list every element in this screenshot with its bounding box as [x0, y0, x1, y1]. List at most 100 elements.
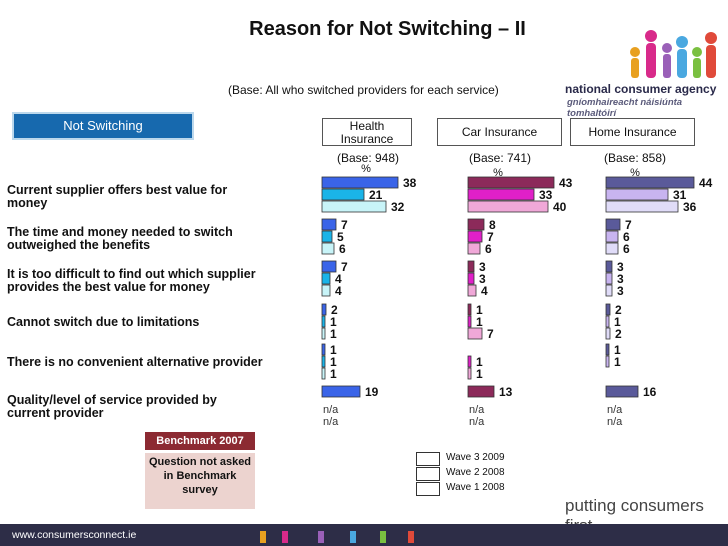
bar-value-label: 3 [479, 260, 486, 274]
bar [605, 315, 610, 328]
service-header-home: Home Insurance [570, 118, 695, 146]
bar-value-label: 1 [330, 315, 337, 329]
reason-label-6: Quality/level of service provided by cur… [7, 393, 217, 420]
bar-value-label: 13 [499, 385, 513, 399]
bar [605, 355, 610, 368]
bar [467, 355, 472, 368]
base-car: (Base: 741) [468, 151, 532, 165]
bar-value-label: 1 [476, 355, 483, 369]
bar [321, 188, 365, 201]
unit-car: % [493, 167, 503, 179]
bar-value-label: 6 [485, 242, 492, 256]
bar [467, 272, 475, 285]
bar-value-label: 8 [489, 218, 496, 232]
bar [321, 385, 361, 398]
logo-name: national consumer agency [565, 82, 717, 96]
tab-not-switching[interactable]: Not Switching [12, 112, 194, 140]
bar [321, 200, 387, 213]
bar [321, 343, 326, 356]
na-label: n/a [607, 416, 623, 428]
bar-value-label: 7 [487, 327, 494, 341]
bar [605, 303, 611, 316]
bar [321, 303, 327, 316]
bar-value-label: 1 [614, 343, 621, 357]
legend-swatch-wave1 [416, 482, 440, 496]
bar [467, 218, 485, 231]
legend-label-wave1: Wave 1 2008 [446, 482, 505, 493]
bar [467, 260, 475, 273]
bar [321, 315, 326, 328]
bar-value-label: 19 [365, 385, 379, 399]
bar [321, 230, 333, 243]
legend-swatch-wave3 [416, 452, 440, 466]
bar [321, 218, 337, 231]
bar-value-label: 40 [553, 200, 567, 214]
bar [467, 327, 483, 340]
bar-value-label: 6 [623, 230, 630, 244]
footer-url[interactable]: www.consumersconnect.ie [12, 529, 137, 541]
legend-label-wave3: Wave 3 2009 [446, 452, 505, 463]
bar [467, 303, 472, 316]
bar-value-label: 7 [487, 230, 494, 244]
bar-value-label: 7 [341, 260, 348, 274]
bar [467, 367, 472, 380]
bar [321, 327, 326, 340]
bar-value-label: 43 [559, 176, 573, 190]
na-label: n/a [469, 416, 485, 428]
unit-health: % [361, 163, 371, 175]
bar [605, 260, 613, 273]
na-label: n/a [323, 404, 339, 416]
service-header-health: Health Insurance [322, 118, 412, 146]
bar-value-label: 6 [339, 242, 346, 256]
bar [605, 230, 619, 243]
bar-value-label: 2 [331, 303, 338, 317]
reason-label-5: There is no convenient alternative provi… [7, 355, 263, 369]
bar [605, 343, 610, 356]
bar-value-label: 44 [699, 176, 713, 190]
service-name-health: Health Insurance [340, 119, 394, 146]
bar-value-label: 32 [391, 200, 405, 214]
reason-label-3: It is too difficult to find out which su… [7, 267, 256, 294]
base-health: (Base: 948) [336, 151, 400, 165]
bar-value-label: 6 [623, 242, 630, 256]
bar-value-label: 3 [617, 260, 624, 274]
bar [321, 355, 326, 368]
bar [467, 188, 535, 201]
bar-value-label: 1 [330, 355, 337, 369]
bar-value-label: 3 [617, 272, 624, 286]
benchmark-badge: Benchmark 2007 [145, 432, 255, 450]
bar-value-label: 3 [479, 272, 486, 286]
footer-dots-icon [260, 531, 414, 543]
bar [467, 230, 483, 243]
bar-value-label: 1 [330, 343, 337, 357]
bar-value-label: 33 [539, 188, 553, 202]
bar-value-label: 3 [617, 284, 624, 298]
bar [467, 385, 495, 398]
bar [605, 327, 611, 340]
bar [467, 315, 472, 328]
bar [605, 272, 613, 285]
base-subtitle: (Base: All who switched providers for ea… [228, 83, 499, 97]
reason-label-2: The time and money needed to switch outw… [7, 225, 233, 252]
bar-value-label: 5 [337, 230, 344, 244]
bar [605, 200, 679, 213]
bar [605, 188, 669, 201]
bar-chart: 38213275674421111119n/an/a43334087633411… [321, 176, 713, 428]
na-label: n/a [469, 404, 485, 416]
bar-value-label: 4 [481, 284, 488, 298]
bar-value-label: 31 [673, 188, 687, 202]
service-header-car: Car Insurance [437, 118, 562, 146]
bar-value-label: 2 [615, 303, 622, 317]
bar-value-label: 2 [615, 327, 622, 341]
bar [321, 242, 335, 255]
bar [321, 260, 337, 273]
bar [467, 284, 477, 297]
reason-label-1: Current supplier offers best value for m… [7, 183, 228, 210]
reason-label-4: Cannot switch due to limitations [7, 315, 200, 329]
footer-bar [0, 524, 728, 546]
legend-label-wave2: Wave 2 2008 [446, 467, 505, 478]
bar [321, 176, 399, 189]
bar-value-label: 16 [643, 385, 657, 399]
bar-value-label: 4 [335, 284, 342, 298]
legend-swatch-wave2 [416, 467, 440, 481]
